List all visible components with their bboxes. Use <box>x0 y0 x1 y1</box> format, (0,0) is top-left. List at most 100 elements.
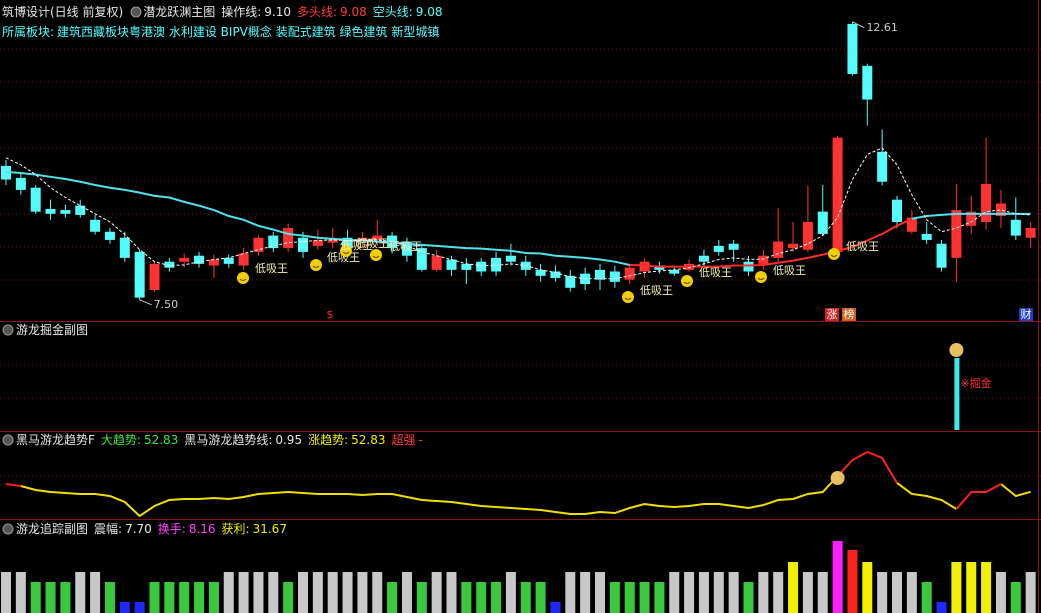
volume-bar <box>134 602 145 613</box>
readout-value: 9.08 <box>415 5 443 19</box>
candle-body <box>713 245 724 252</box>
candle-body <box>550 271 561 279</box>
menu-icon[interactable] <box>2 324 14 336</box>
volume-bar <box>446 572 457 613</box>
volume-bar <box>238 572 249 613</box>
candle-body <box>119 237 130 258</box>
candle-body <box>995 203 1006 216</box>
candle-body <box>238 253 249 266</box>
readout-name: 空头线: <box>372 5 413 19</box>
candle-body <box>654 265 665 270</box>
volume-bar <box>669 572 680 613</box>
line-series <box>896 482 957 510</box>
sector-list: 建筑西藏板块粤港澳 水利建设 BIPV概念 装配式建筑 绿色建筑 新型城镇 <box>57 25 440 39</box>
volume-bar <box>401 572 412 613</box>
volume-bar <box>208 582 219 613</box>
candle-body <box>461 263 472 270</box>
volume-bar <box>788 562 799 613</box>
smiley-icon <box>622 291 634 303</box>
smiley-face <box>312 265 320 268</box>
signal-label: 低吸王 <box>340 239 373 252</box>
volume-bar <box>164 582 175 613</box>
marker-label: 榜 <box>844 307 855 321</box>
volume-bar <box>30 582 41 613</box>
menu-icon[interactable] <box>2 523 14 535</box>
candle-body <box>698 255 709 262</box>
readout-value: 7.70 <box>125 522 152 536</box>
readouts: 操作线: 9.10 多头线: 9.08 空头线: 9.08 <box>221 5 448 19</box>
smiley-face <box>342 251 350 254</box>
signal-label: 低吸王 <box>255 262 288 275</box>
volume-bar <box>283 582 294 613</box>
line-series <box>629 217 913 268</box>
volume-bar <box>1010 582 1021 613</box>
smiley-icon <box>370 249 382 261</box>
readout-value: 52.83 <box>351 433 386 447</box>
volume-bar <box>298 572 308 613</box>
candle-body <box>966 211 977 226</box>
readout-name: 超强 <box>391 433 416 447</box>
line-series <box>20 475 839 518</box>
candle-body <box>372 235 383 240</box>
volume-bar <box>847 550 858 613</box>
marker-label: 涨 <box>827 308 838 321</box>
candle-body <box>446 259 457 270</box>
candle-body <box>312 239 323 246</box>
candle-body <box>802 221 813 250</box>
volume-bar <box>966 562 977 613</box>
stock-title: 筑博设计(日线 前复权) <box>2 5 124 19</box>
line-series <box>836 450 898 484</box>
volume-bar <box>921 582 932 613</box>
volume-bar <box>758 572 769 613</box>
readout-value: 0.95 <box>275 433 303 447</box>
main-header: 筑博设计(日线 前复权) 潜龙跃渊主图 操作线: 9.10 多头线: 9.08 空头线: 9.… <box>2 4 455 20</box>
readouts: 大趋势: 52.83 黑马游龙趋势线: 0.95 涨趋势: 52.83 超强 - <box>101 433 429 447</box>
signal-bar <box>954 358 960 430</box>
candle-body <box>758 255 769 264</box>
volume-bar <box>981 562 992 613</box>
volume-bar <box>832 541 843 613</box>
volume-bar <box>743 582 754 613</box>
volume-bar <box>119 602 130 613</box>
volume-bar <box>951 562 962 613</box>
candle-body <box>773 241 784 258</box>
menu-icon[interactable] <box>130 6 142 18</box>
volume-bar <box>312 572 323 613</box>
volume-bar <box>194 582 205 613</box>
signal-label: 低吸王 <box>640 284 673 297</box>
main-grid <box>0 48 1041 477</box>
candle-body <box>862 65 873 100</box>
candle-body <box>1025 227 1036 238</box>
candle-body <box>327 239 338 243</box>
volume-bar <box>75 572 86 613</box>
candle-body <box>416 248 427 270</box>
candle-body <box>134 251 145 298</box>
signal-label: ※掘金 <box>960 376 991 390</box>
menu-icon[interactable] <box>2 434 14 446</box>
candle-body <box>401 241 412 256</box>
readout-value: 52.83 <box>143 433 179 447</box>
volume-bar <box>90 572 101 613</box>
volume-bar <box>713 572 724 613</box>
volume-bar <box>624 582 635 613</box>
volume-bar <box>595 572 605 613</box>
smiley-face <box>372 255 380 258</box>
volume-bar <box>461 582 472 613</box>
smiley-icon <box>828 248 840 260</box>
volume-bar <box>817 572 828 613</box>
candle-body <box>30 187 41 212</box>
sector-line: 所属板块: 建筑西藏板块粤港澳 水利建设 BIPV概念 装配式建筑 绿色建筑 新型… <box>2 24 445 40</box>
candle-body <box>60 210 71 214</box>
volume-bar <box>327 572 338 613</box>
readout-value: - <box>418 433 423 447</box>
readout-name: 操作线: <box>221 5 262 19</box>
panel-icons <box>2 6 142 535</box>
volume-bar <box>936 602 947 613</box>
volume-bar <box>1025 572 1036 613</box>
volume-bar <box>580 572 591 613</box>
readout-name: 黑马游龙趋势线: <box>184 433 273 447</box>
candle-body <box>936 243 947 268</box>
candle-body <box>491 257 502 272</box>
readout-value: 31.67 <box>252 522 287 536</box>
